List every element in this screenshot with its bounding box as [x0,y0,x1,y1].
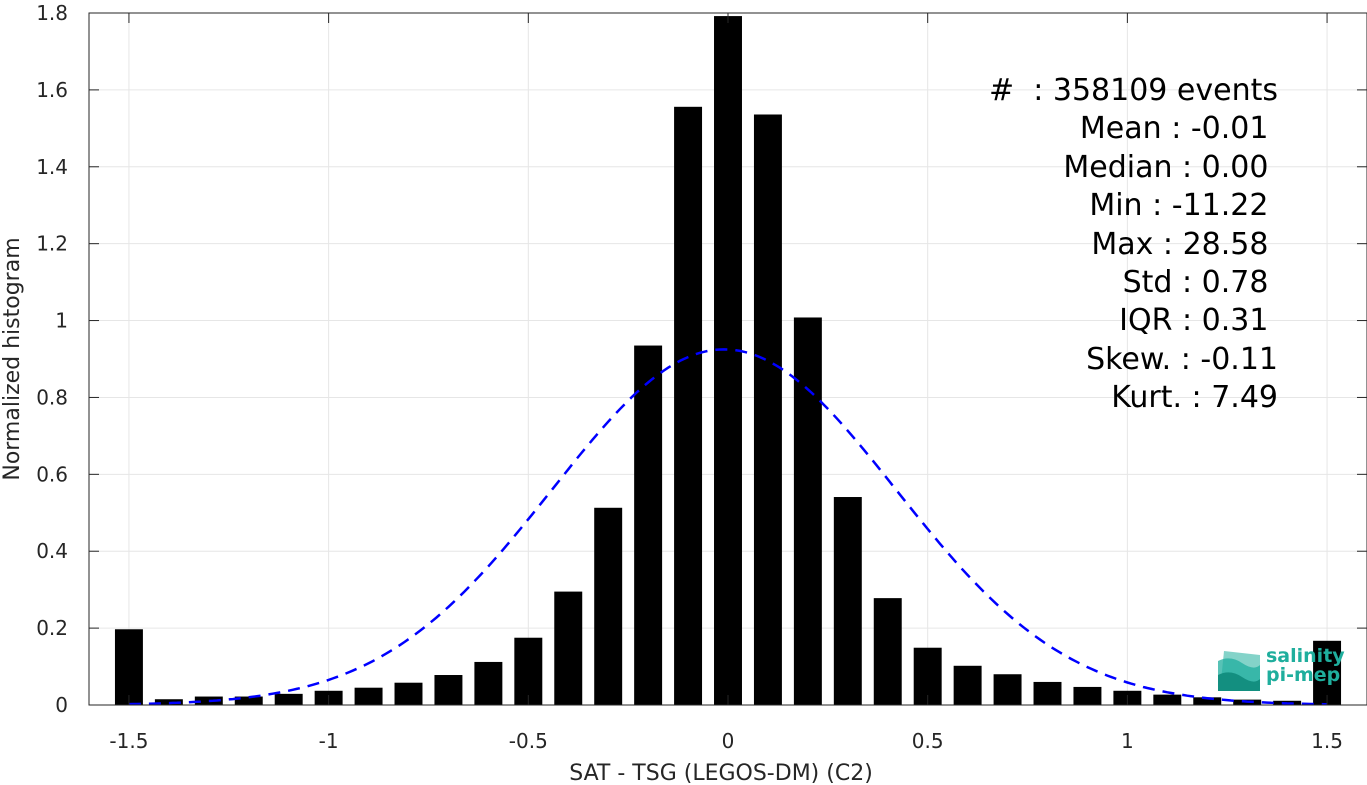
histogram-bar [993,674,1022,705]
histogram-bar [114,629,143,705]
x-tick-label: 0.5 [912,729,944,753]
histogram-bar [1153,694,1182,705]
y-tick-label: 1.8 [36,1,68,25]
y-tick-labels: 0 0.2 0.4 0.6 0.8 1 1.2 1.4 1.6 1.8 [36,1,68,717]
stats-max: Max : 28.58 [1091,226,1278,262]
stats-skew: Skew. : -0.11 [1086,341,1278,377]
x-tick-label: 1 [1121,729,1134,753]
normal-fit-curve [128,348,1328,706]
x-tick-labels: -1.5 -1 -0.5 0 0.5 1 1.5 [109,729,1343,753]
histogram-bar [953,665,982,705]
y-tick-label: 1.4 [36,155,68,179]
stats-mean: Mean : -0.01 [1079,111,1278,147]
histogram-bar [674,106,703,705]
stats-std: Std : 0.78 [1122,265,1278,301]
histogram-bar [554,591,583,705]
histogram-bar [634,345,663,705]
y-tick-label: 1.6 [36,78,68,102]
histogram-bar [194,696,223,705]
x-axis-label: SAT - TSG (LEGOS-DM) (C2) [569,761,873,785]
x-tick-label: -1.5 [109,729,148,753]
x-tick-label: 1.5 [1311,729,1343,753]
y-tick-label: 0.6 [36,462,68,486]
stats-median: Median : 0.00 [1063,149,1278,185]
salinity-pimep-logo: salinity pi-mep [1216,647,1346,695]
histogram-bar [1033,681,1062,705]
stats-box: # : 358109 events Mean : -0.01 Median : … [989,72,1278,418]
histogram-bar [434,675,463,705]
histogram-bar [474,661,503,705]
stats-min: Min : -11.22 [1089,188,1278,224]
histogram-bar [873,598,902,705]
histogram-bar [714,16,742,705]
y-tick-label: 1 [55,309,68,333]
histogram-bar [274,693,303,705]
x-tick-label: 0 [722,729,735,753]
histogram-bar [753,114,782,705]
histogram-bar [833,497,862,705]
y-tick-label: 0.4 [36,539,68,563]
y-tick-label: 0.2 [36,616,68,640]
logo-line-1: salinity [1266,645,1345,667]
logo-text: salinity pi-mep [1266,647,1345,685]
logo-wave-icon [1218,651,1260,691]
histogram-bar [1193,697,1222,705]
axes [88,12,1367,706]
y-tick-label: 1.2 [36,232,68,256]
stats-events: # : 358109 events [989,73,1278,108]
x-tick-label: -1 [319,729,339,753]
histogram-bar [793,317,822,705]
histogram-bar [394,682,423,705]
stats-iqr: IQR : 0.31 [1119,303,1278,339]
bars [114,16,1342,705]
histogram-bar [514,637,543,705]
histogram-bar [594,507,623,705]
histogram-bar [1313,640,1342,705]
logo-line-2: pi-mep [1266,664,1341,686]
y-tick-label: 0 [55,693,68,717]
y-tick-label: 0.8 [36,385,68,409]
histogram-bar [234,696,263,705]
histogram-bar [1073,686,1102,705]
stats-kurt: Kurt. : 7.49 [1111,380,1278,416]
histogram-bar [354,687,383,705]
y-axis-label: Normalized histogram [0,237,25,480]
x-tick-label: -0.5 [509,729,548,753]
